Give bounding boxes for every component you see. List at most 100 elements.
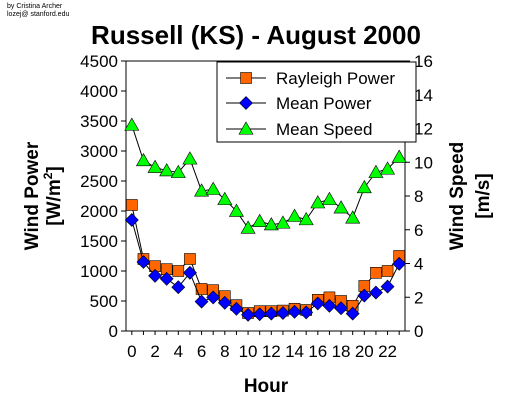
right-axis-label-group: Wind Speed [m/s] [447, 142, 494, 251]
x-tick-label: 22 [378, 342, 397, 361]
data-point [380, 279, 395, 294]
x-tick-label: 18 [332, 342, 351, 361]
data-point [229, 301, 244, 316]
right-axis-label: Wind Speed [447, 142, 468, 251]
data-point [345, 210, 361, 224]
left-tick-label: 4000 [80, 82, 118, 101]
data-point [356, 179, 372, 194]
right-tick-label: 4 [414, 255, 423, 274]
legend-label: Mean Power [276, 94, 372, 113]
left-axis-unit-prefix: [W/m [44, 179, 65, 225]
legend: Rayleigh Power Mean Power Mean Speed [216, 61, 417, 143]
data-point [287, 304, 302, 319]
data-point [299, 305, 314, 320]
right-tick-label: 10 [414, 153, 433, 172]
x-axis: 0 2 4 6 8 10 12 14 16 18 20 22 [127, 331, 400, 361]
data-point [380, 161, 396, 175]
left-tick-label: 1500 [80, 232, 118, 251]
data-point [287, 208, 303, 222]
data-point [124, 117, 140, 131]
left-axis: 0 500 1000 1500 2000 2500 3000 3500 4000 4500 [80, 52, 126, 341]
data-point [228, 203, 244, 217]
data-point [264, 306, 279, 321]
legend-label: Mean Speed [276, 120, 372, 139]
data-point [310, 195, 326, 209]
series-group [124, 117, 407, 322]
chart-title: Russell (KS) - August 2000 [91, 20, 421, 50]
series-triangle [124, 117, 407, 234]
x-tick-label: 10 [239, 342, 258, 361]
right-tick-label: 6 [414, 221, 423, 240]
x-tick-label: 6 [197, 342, 206, 361]
right-tick-label: 0 [414, 322, 423, 341]
data-point [345, 306, 360, 321]
data-point [206, 290, 221, 305]
left-tick-label: 0 [109, 322, 118, 341]
x-tick-label: 12 [262, 342, 281, 361]
data-point [369, 285, 383, 300]
right-tick-label: 14 [414, 86, 433, 105]
data-point [240, 220, 256, 234]
credit-line-2: lozej@ stanford.edu [7, 11, 70, 18]
left-axis-unit-suffix: ] [44, 166, 65, 172]
x-tick-label: 8 [220, 342, 229, 361]
data-point [194, 183, 210, 197]
x-tick-label: 4 [174, 342, 183, 361]
left-tick-label: 500 [90, 292, 118, 311]
right-tick-label: 2 [414, 288, 423, 307]
data-point [381, 265, 394, 277]
data-point [252, 307, 267, 322]
left-tick-label: 2500 [80, 172, 118, 191]
data-point [159, 271, 174, 286]
legend-marker [239, 96, 253, 110]
data-point [124, 213, 139, 227]
right-tick-label: 12 [414, 120, 433, 139]
right-axis-unit: [m/s] [473, 173, 494, 218]
data-point [126, 199, 138, 211]
left-tick-label: 2000 [80, 202, 118, 221]
credit-line-1: by Cristina Archer [7, 3, 63, 10]
left-axis-label: Wind Power [22, 141, 43, 250]
right-tick-label: 16 [414, 52, 433, 71]
left-axis-label-group: Wind Power [W/m2] [22, 141, 65, 250]
x-tick-label: 20 [355, 342, 374, 361]
left-tick-label: 4500 [80, 52, 118, 71]
data-point [370, 266, 382, 279]
data-point [205, 181, 221, 195]
x-tick-label: 14 [285, 342, 304, 361]
data-point [182, 151, 198, 165]
data-point [217, 295, 232, 310]
data-point [217, 191, 233, 205]
left-tick-label: 3000 [80, 142, 118, 161]
x-axis-label: Hour [244, 376, 289, 397]
data-point [170, 164, 186, 178]
data-point [322, 298, 337, 313]
data-point [183, 265, 197, 280]
data-point [298, 212, 314, 226]
data-point [171, 280, 186, 295]
data-point [184, 253, 196, 265]
left-tick-label: 1000 [80, 262, 118, 281]
left-axis-unit-sup: 2 [41, 172, 55, 179]
series-diamond [124, 213, 407, 322]
x-tick-label: 0 [127, 342, 136, 361]
data-point [172, 265, 185, 277]
data-point [392, 256, 407, 271]
data-point [241, 307, 255, 322]
x-tick-label: 16 [308, 342, 327, 361]
data-point [333, 200, 349, 214]
data-point [147, 159, 163, 173]
left-axis-unit: [W/m2] [41, 166, 65, 225]
data-point [391, 149, 407, 163]
right-axis: 0 2 4 6 8 10 12 14 16 [405, 52, 433, 341]
legend-marker [238, 121, 254, 135]
data-point [334, 301, 348, 316]
data-point [252, 213, 268, 227]
data-point [135, 152, 151, 167]
data-point [263, 217, 279, 231]
x-tick-label: 2 [150, 342, 159, 361]
data-point [275, 215, 291, 229]
data-point [310, 296, 325, 311]
